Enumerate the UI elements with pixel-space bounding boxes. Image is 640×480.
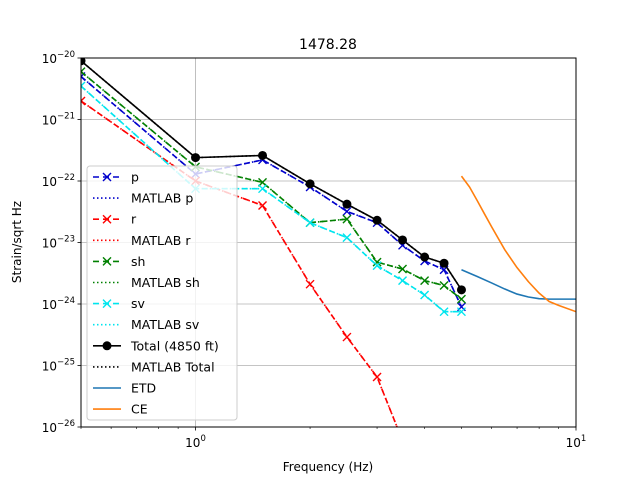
data-point-total [342,199,352,209]
legend-marker-sh [102,256,112,266]
series-matlab-r [81,100,398,427]
y-tick-label: 10−21 [42,112,75,128]
legend-entry-matlab-total: MATLAB Total [93,359,215,374]
plot-series [81,58,576,427]
legend-label-r: r [131,212,137,227]
legend-entry-matlab-p: MATLAB p [93,191,193,206]
legend: p MATLAB p r MATLAB r sh MATLAB sh sv MATLAB sv… [86,165,238,421]
y-axis-label: Strain/sqrt Hz [10,201,24,283]
legend-box [86,165,238,421]
data-point-sv [456,307,466,317]
legend-marker-r [102,214,112,224]
series-line-etd [461,269,576,300]
legend-label-matlab-r: MATLAB r [131,233,191,248]
series-line-matlab-sv [81,85,462,313]
data-point-sh [456,294,466,304]
data-point-sh [81,67,86,77]
legend-label-matlab-sh: MATLAB sh [131,275,200,290]
legend-entry-matlab-sv: MATLAB sv [93,317,200,332]
tick-labels: 100 101 10−26 10−25 10−24 10−23 10−22 10−21 10−2… [42,50,587,450]
y-tick-label: 10−26 [42,419,75,435]
x-axis-label: Frequency (Hz) [283,460,374,474]
chart-title: 1478.28 [299,37,357,53]
legend-entries: p MATLAB p r MATLAB r sh MATLAB sh sv MATLAB sv… [93,170,219,417]
data-point-sv [81,81,86,91]
series-line-total [81,60,463,291]
legend-label-matlab-p: MATLAB p [131,191,193,206]
y-tick-label: 10−22 [42,173,75,189]
data-point-total [191,153,201,163]
y-tick-label: 10−20 [42,50,75,66]
legend-entry-sv: sv [93,296,146,311]
data-point-r [342,332,352,342]
y-tick-label: 10−25 [42,358,75,374]
data-point-sh [398,264,408,274]
data-point-sh [372,257,382,267]
data-point-sv [305,218,315,228]
data-point-sv [342,233,352,243]
legend-label-matlab-sv: MATLAB sv [131,317,200,332]
legend-label-ce: CE [131,402,148,417]
legend-marker-total [102,341,112,351]
series-matlab-sv [81,85,462,313]
series-ce [460,175,576,313]
legend-entry-r: r [93,212,137,227]
legend-marker-sv [102,299,112,309]
data-point-r [305,279,315,289]
series-etd [461,269,576,300]
data-point-r [81,96,86,106]
legend-marker-p [102,172,112,182]
legend-label-total: Total (4850 ft) [130,338,219,353]
x-tick-label: 100 [185,434,206,450]
legend-label-etd: ETD [131,381,156,396]
x-tick-label: 101 [566,434,587,450]
legend-label-matlab-total: MATLAB Total [131,359,215,374]
series-line-matlab-r [81,100,398,427]
legend-entry-p: p [93,170,139,185]
legend-entry-matlab-sh: MATLAB sh [93,275,200,290]
legend-label-sh: sh [131,254,145,269]
y-tick-label: 10−24 [42,296,75,312]
data-point-r [258,200,268,210]
legend-entry-matlab-r: MATLAB r [93,233,191,248]
axis-ticks [77,57,577,431]
legend-entry-etd: ETD [93,381,156,396]
legend-label-p: p [131,170,139,185]
data-point-total [81,58,86,66]
series-line-ce [460,175,576,313]
data-point-sv [439,307,449,317]
legend-entry-ce: CE [93,402,148,417]
legend-entry-total: Total (4850 ft) [93,338,219,353]
legend-label-sv: sv [131,296,146,311]
legend-entry-sh: sh [93,254,145,269]
data-point-p [342,206,352,216]
y-tick-label: 10−23 [42,235,75,251]
